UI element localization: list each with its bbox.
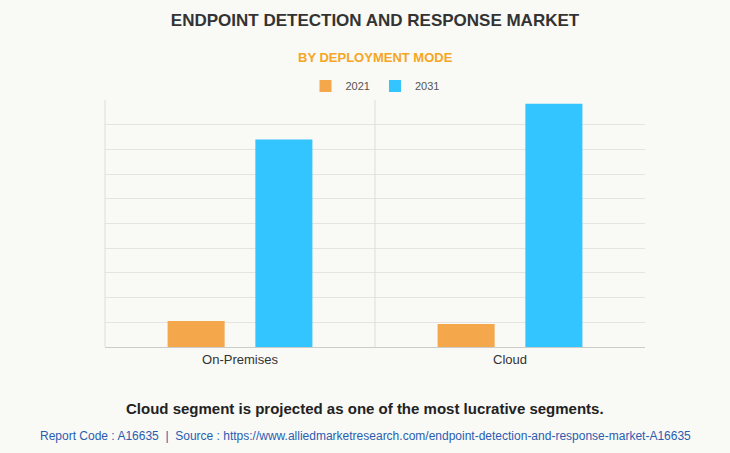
svg-text:ENDPOINT DETECTION AND RESPONS: ENDPOINT DETECTION AND RESPONSE MARKET (171, 11, 580, 30)
svg-text:On-Premises: On-Premises (202, 352, 278, 367)
svg-text:Report Code : A16635 | Sourc: Report Code : A16635 | Source : https://… (40, 429, 691, 443)
svg-text:2031: 2031 (415, 80, 439, 92)
svg-text:Cloud segment is projected as: Cloud segment is projected as one of the… (126, 400, 604, 417)
svg-text:BY DEPLOYMENT MODE: BY DEPLOYMENT MODE (298, 50, 453, 65)
svg-text:2021: 2021 (346, 80, 370, 92)
svg-text:Cloud: Cloud (493, 352, 527, 367)
